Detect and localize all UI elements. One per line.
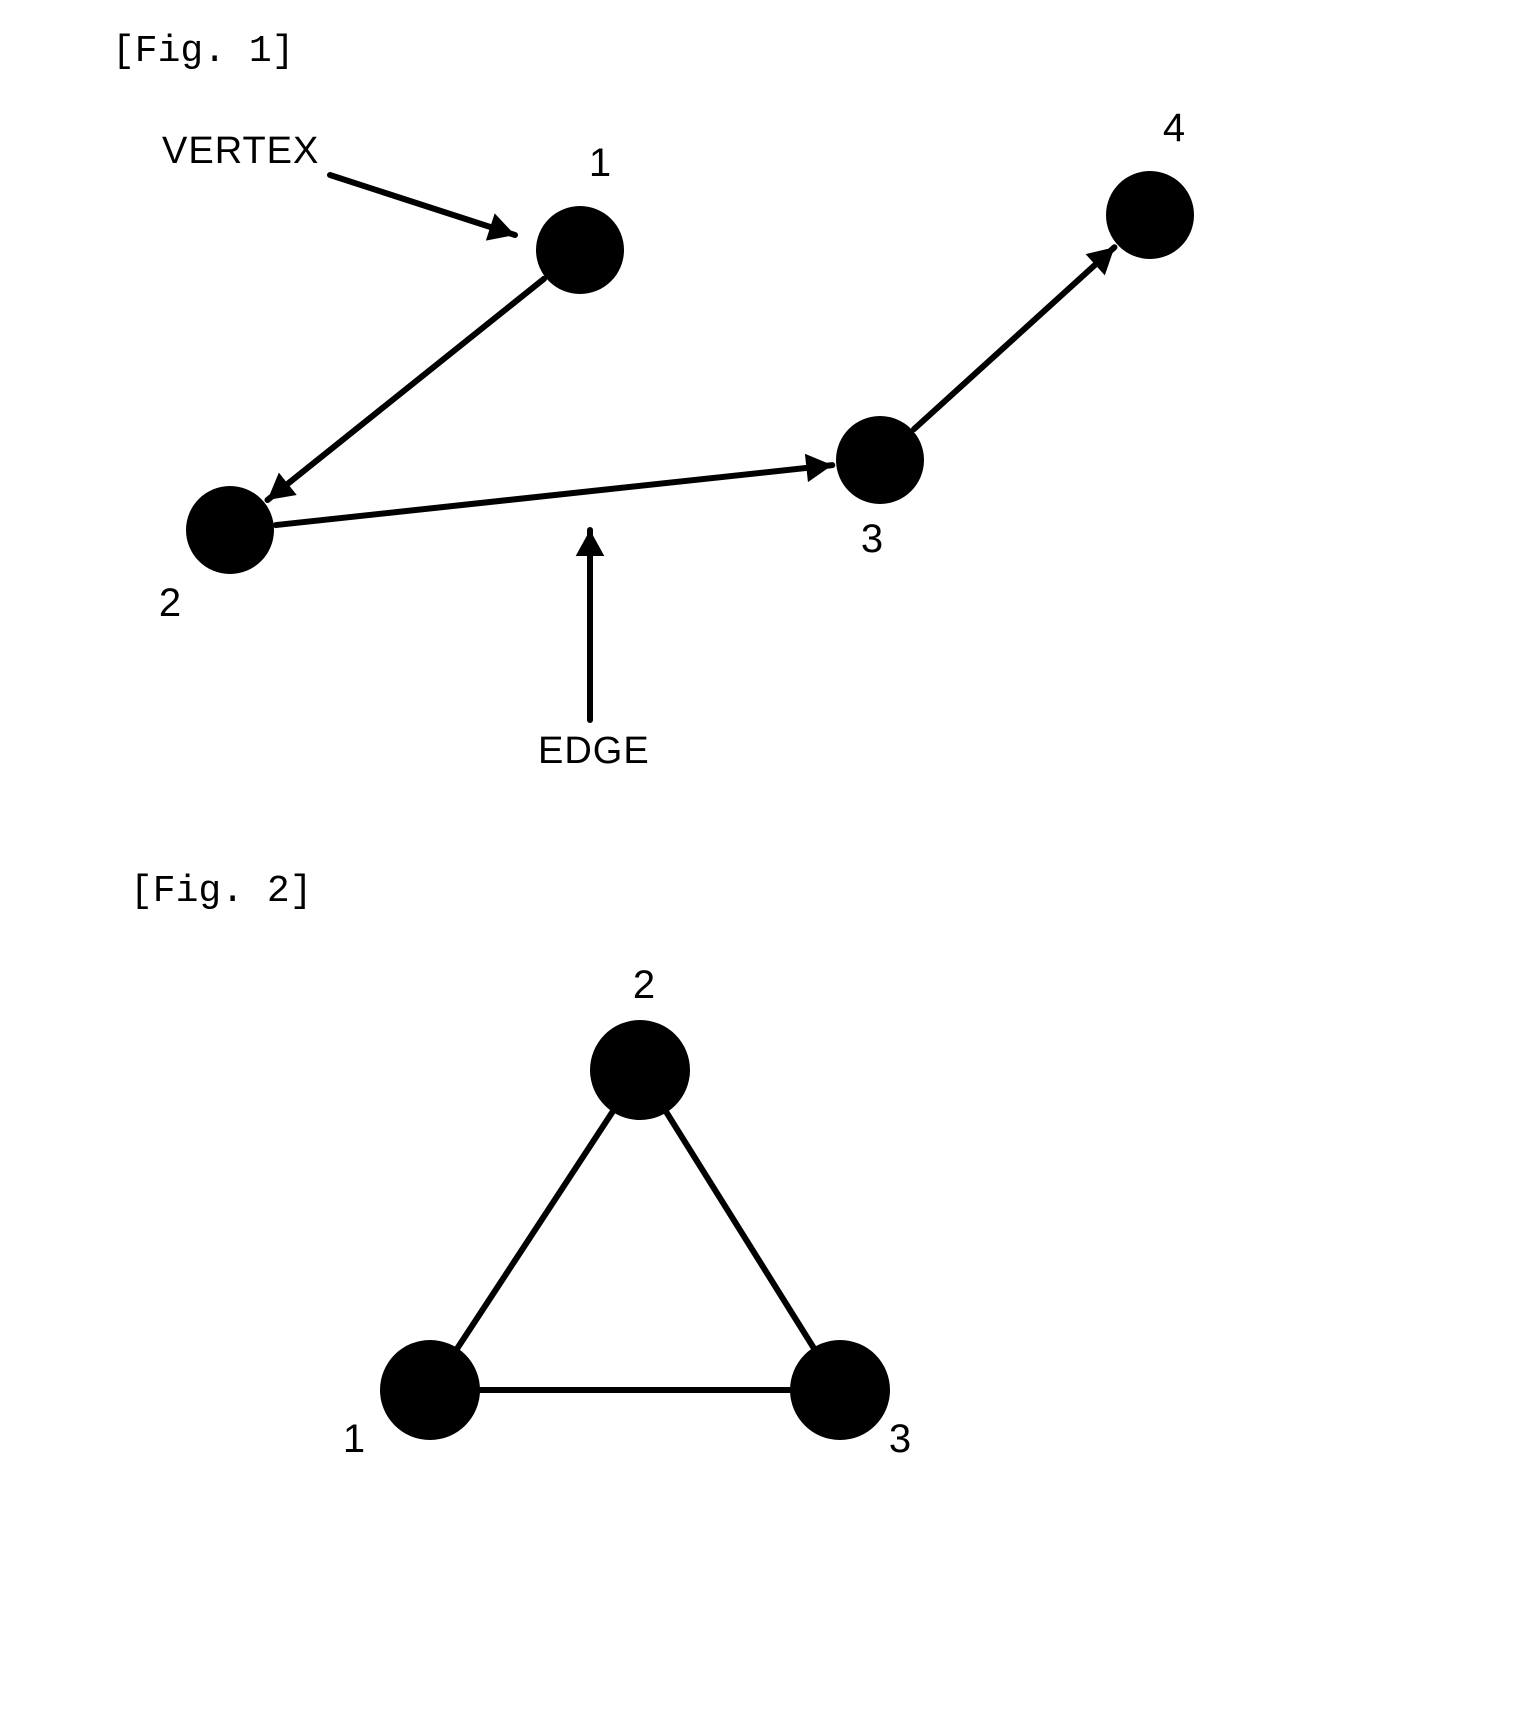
node-label: 1 bbox=[589, 141, 611, 185]
node-label: 2 bbox=[159, 581, 181, 625]
node-label: 4 bbox=[1163, 106, 1185, 150]
fig2-caption: [Fig. 2] bbox=[130, 870, 312, 913]
figure2-svg: 123 bbox=[160, 990, 1160, 1550]
node-label: 1 bbox=[343, 1417, 365, 1461]
graph-node bbox=[1106, 171, 1194, 259]
node-label: 3 bbox=[889, 1417, 911, 1461]
node-label: 3 bbox=[861, 517, 883, 561]
graph-node bbox=[536, 206, 624, 294]
graph-node bbox=[590, 1020, 690, 1120]
graph-edge bbox=[666, 1112, 813, 1347]
figure1-svg: 1 2 3 4 bbox=[0, 20, 1400, 840]
graph-edge bbox=[457, 1112, 612, 1348]
page-container: [Fig. 1] VERTEX 1234 EDGE [Fig. 2] 123 bbox=[0, 0, 1530, 1711]
graph-node bbox=[836, 416, 924, 504]
graph-node bbox=[790, 1340, 890, 1440]
graph-node bbox=[380, 1340, 480, 1440]
node-label: 2 bbox=[633, 963, 655, 1007]
edge-annotation: EDGE bbox=[538, 730, 650, 773]
graph-node bbox=[186, 486, 274, 574]
